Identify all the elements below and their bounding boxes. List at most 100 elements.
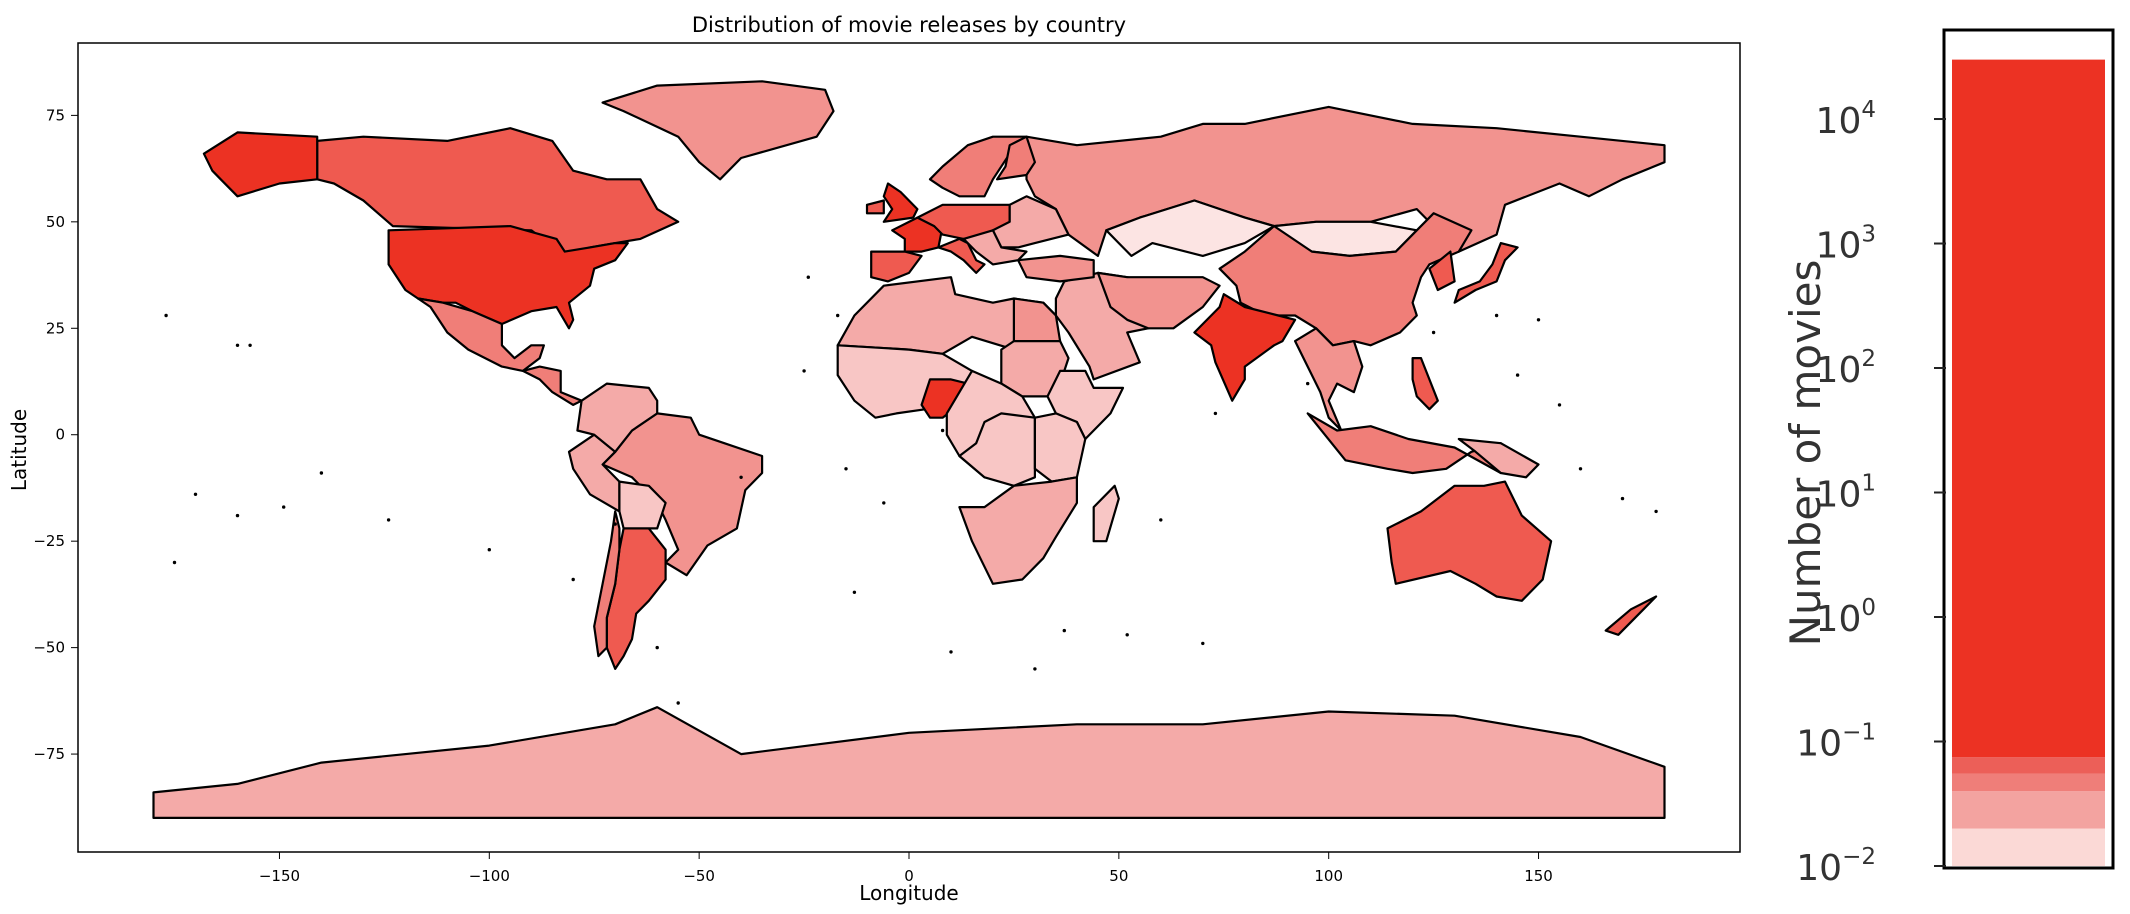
country-russia [1025, 105, 1666, 257]
y-tick-label: 0 [55, 426, 65, 444]
island-dot [1494, 313, 1499, 318]
island-dot [1033, 667, 1037, 671]
island-dot [1557, 403, 1562, 407]
island-dot [1306, 381, 1310, 386]
island-dot [949, 650, 953, 654]
country-china [1218, 212, 1473, 347]
x-tick-label: −50 [683, 867, 715, 885]
colorbar-tick-label: 101 [1816, 471, 1876, 516]
colorbar-band [1952, 59, 2105, 758]
country-finland [996, 135, 1036, 181]
country-australia [1386, 480, 1553, 602]
y-tick-label: 75 [46, 106, 65, 124]
country-united-kingdom [882, 182, 919, 223]
country-italy [937, 237, 986, 274]
island-dot [164, 313, 168, 318]
island-dot [172, 560, 177, 565]
island-dot [282, 505, 286, 509]
island-dot [319, 471, 324, 475]
island-dot [1431, 330, 1436, 335]
colorbar-tick-label: 10−1 [1796, 720, 1876, 765]
country-antarctica [152, 706, 1666, 819]
x-tick-label: 150 [1524, 867, 1553, 885]
country-spain-portugal [870, 250, 923, 283]
x-tick-label: 0 [904, 867, 914, 885]
map-panel: −150 −100 −50 0 50 100 150 −75 −50 −25 0 25 50 75 Di… [7, 13, 1741, 905]
island-dot [806, 275, 810, 279]
island-dot [613, 522, 617, 526]
y-axis-label: Latitude [7, 409, 31, 491]
y-tick-label: −50 [33, 639, 65, 657]
colorbar-tick-label: 102 [1816, 346, 1876, 391]
colorbar-ticks: 10−2 10−1 100 101 102 103 104 [1796, 97, 1946, 889]
x-tick-label: 50 [1109, 867, 1128, 885]
island-dot [1654, 509, 1658, 514]
colorbar-band [1952, 828, 2105, 866]
y-tick-label: 25 [46, 319, 65, 337]
island-dot [802, 369, 806, 373]
island-dot [1201, 641, 1205, 646]
island-dot [655, 645, 659, 650]
country-korea [1428, 250, 1456, 292]
island-dot [193, 492, 198, 496]
colorbar-tick-label: 104 [1816, 97, 1876, 142]
island-dot [882, 501, 886, 505]
island-dot [676, 701, 680, 705]
colorbar-tick-label: 100 [1816, 595, 1876, 640]
island-dot [386, 518, 391, 522]
country-ireland [865, 199, 885, 215]
country-new-guinea [1457, 437, 1540, 479]
island-dot [852, 590, 857, 594]
island-dot [235, 513, 240, 518]
colorbar-tick-label: 10−2 [1796, 844, 1876, 889]
island-dot [1125, 633, 1129, 637]
x-tick-label: −150 [259, 867, 300, 885]
country-philippines [1411, 357, 1439, 411]
country-alaska [202, 131, 319, 198]
country-colombia-venezuela [576, 382, 659, 453]
country-layer [152, 80, 1666, 819]
country-egypt [1012, 297, 1062, 343]
y-tick-label: −75 [33, 745, 65, 763]
island-dot [1578, 467, 1583, 471]
country-sudan [1000, 340, 1070, 398]
colorbar-label: Number of movies [1781, 260, 1830, 647]
island-dot [940, 428, 945, 433]
island-dot [1536, 318, 1541, 322]
country-turkey [1017, 254, 1095, 283]
island-dot [1515, 373, 1520, 377]
y-ticks: −75 −50 −25 0 25 50 75 [33, 106, 78, 763]
x-axis-label: Longitude [859, 881, 958, 905]
island-dot [248, 343, 252, 347]
colorbar-band [1952, 757, 2105, 774]
map-title: Distribution of movie releases by countr… [692, 13, 1126, 37]
country-balkans [962, 229, 1028, 266]
colorbar: 10−2 10−1 100 101 102 103 104 Number of movies [1781, 28, 2115, 889]
island-dot [836, 313, 840, 318]
colorbar-bands [1952, 59, 2105, 866]
colorbar-frame [1942, 28, 2115, 870]
x-tick-label: −100 [469, 867, 510, 885]
country-india [1193, 293, 1297, 402]
country-japan [1453, 242, 1519, 304]
y-tick-label: 50 [46, 213, 65, 231]
country-eastern-europe [991, 195, 1070, 249]
country-canada [316, 127, 680, 257]
country-southern-africa [958, 476, 1078, 585]
x-tick-label: 100 [1314, 867, 1343, 885]
x-ticks: −150 −100 −50 0 50 100 150 [259, 852, 1553, 885]
island-dot [1159, 518, 1163, 522]
island-dot [235, 343, 240, 347]
country-new-zealand [1604, 595, 1658, 636]
colorbar-band [1952, 773, 2105, 792]
country-iran-afghanistan [1096, 271, 1221, 330]
country-madagascar [1092, 484, 1120, 543]
country-east-africa [1033, 412, 1087, 483]
island-dot [1062, 628, 1067, 633]
island-dot [571, 577, 575, 582]
colorbar-band [1952, 791, 2105, 829]
country-southeast-asia [1294, 327, 1364, 432]
y-tick-label: −25 [33, 532, 65, 550]
